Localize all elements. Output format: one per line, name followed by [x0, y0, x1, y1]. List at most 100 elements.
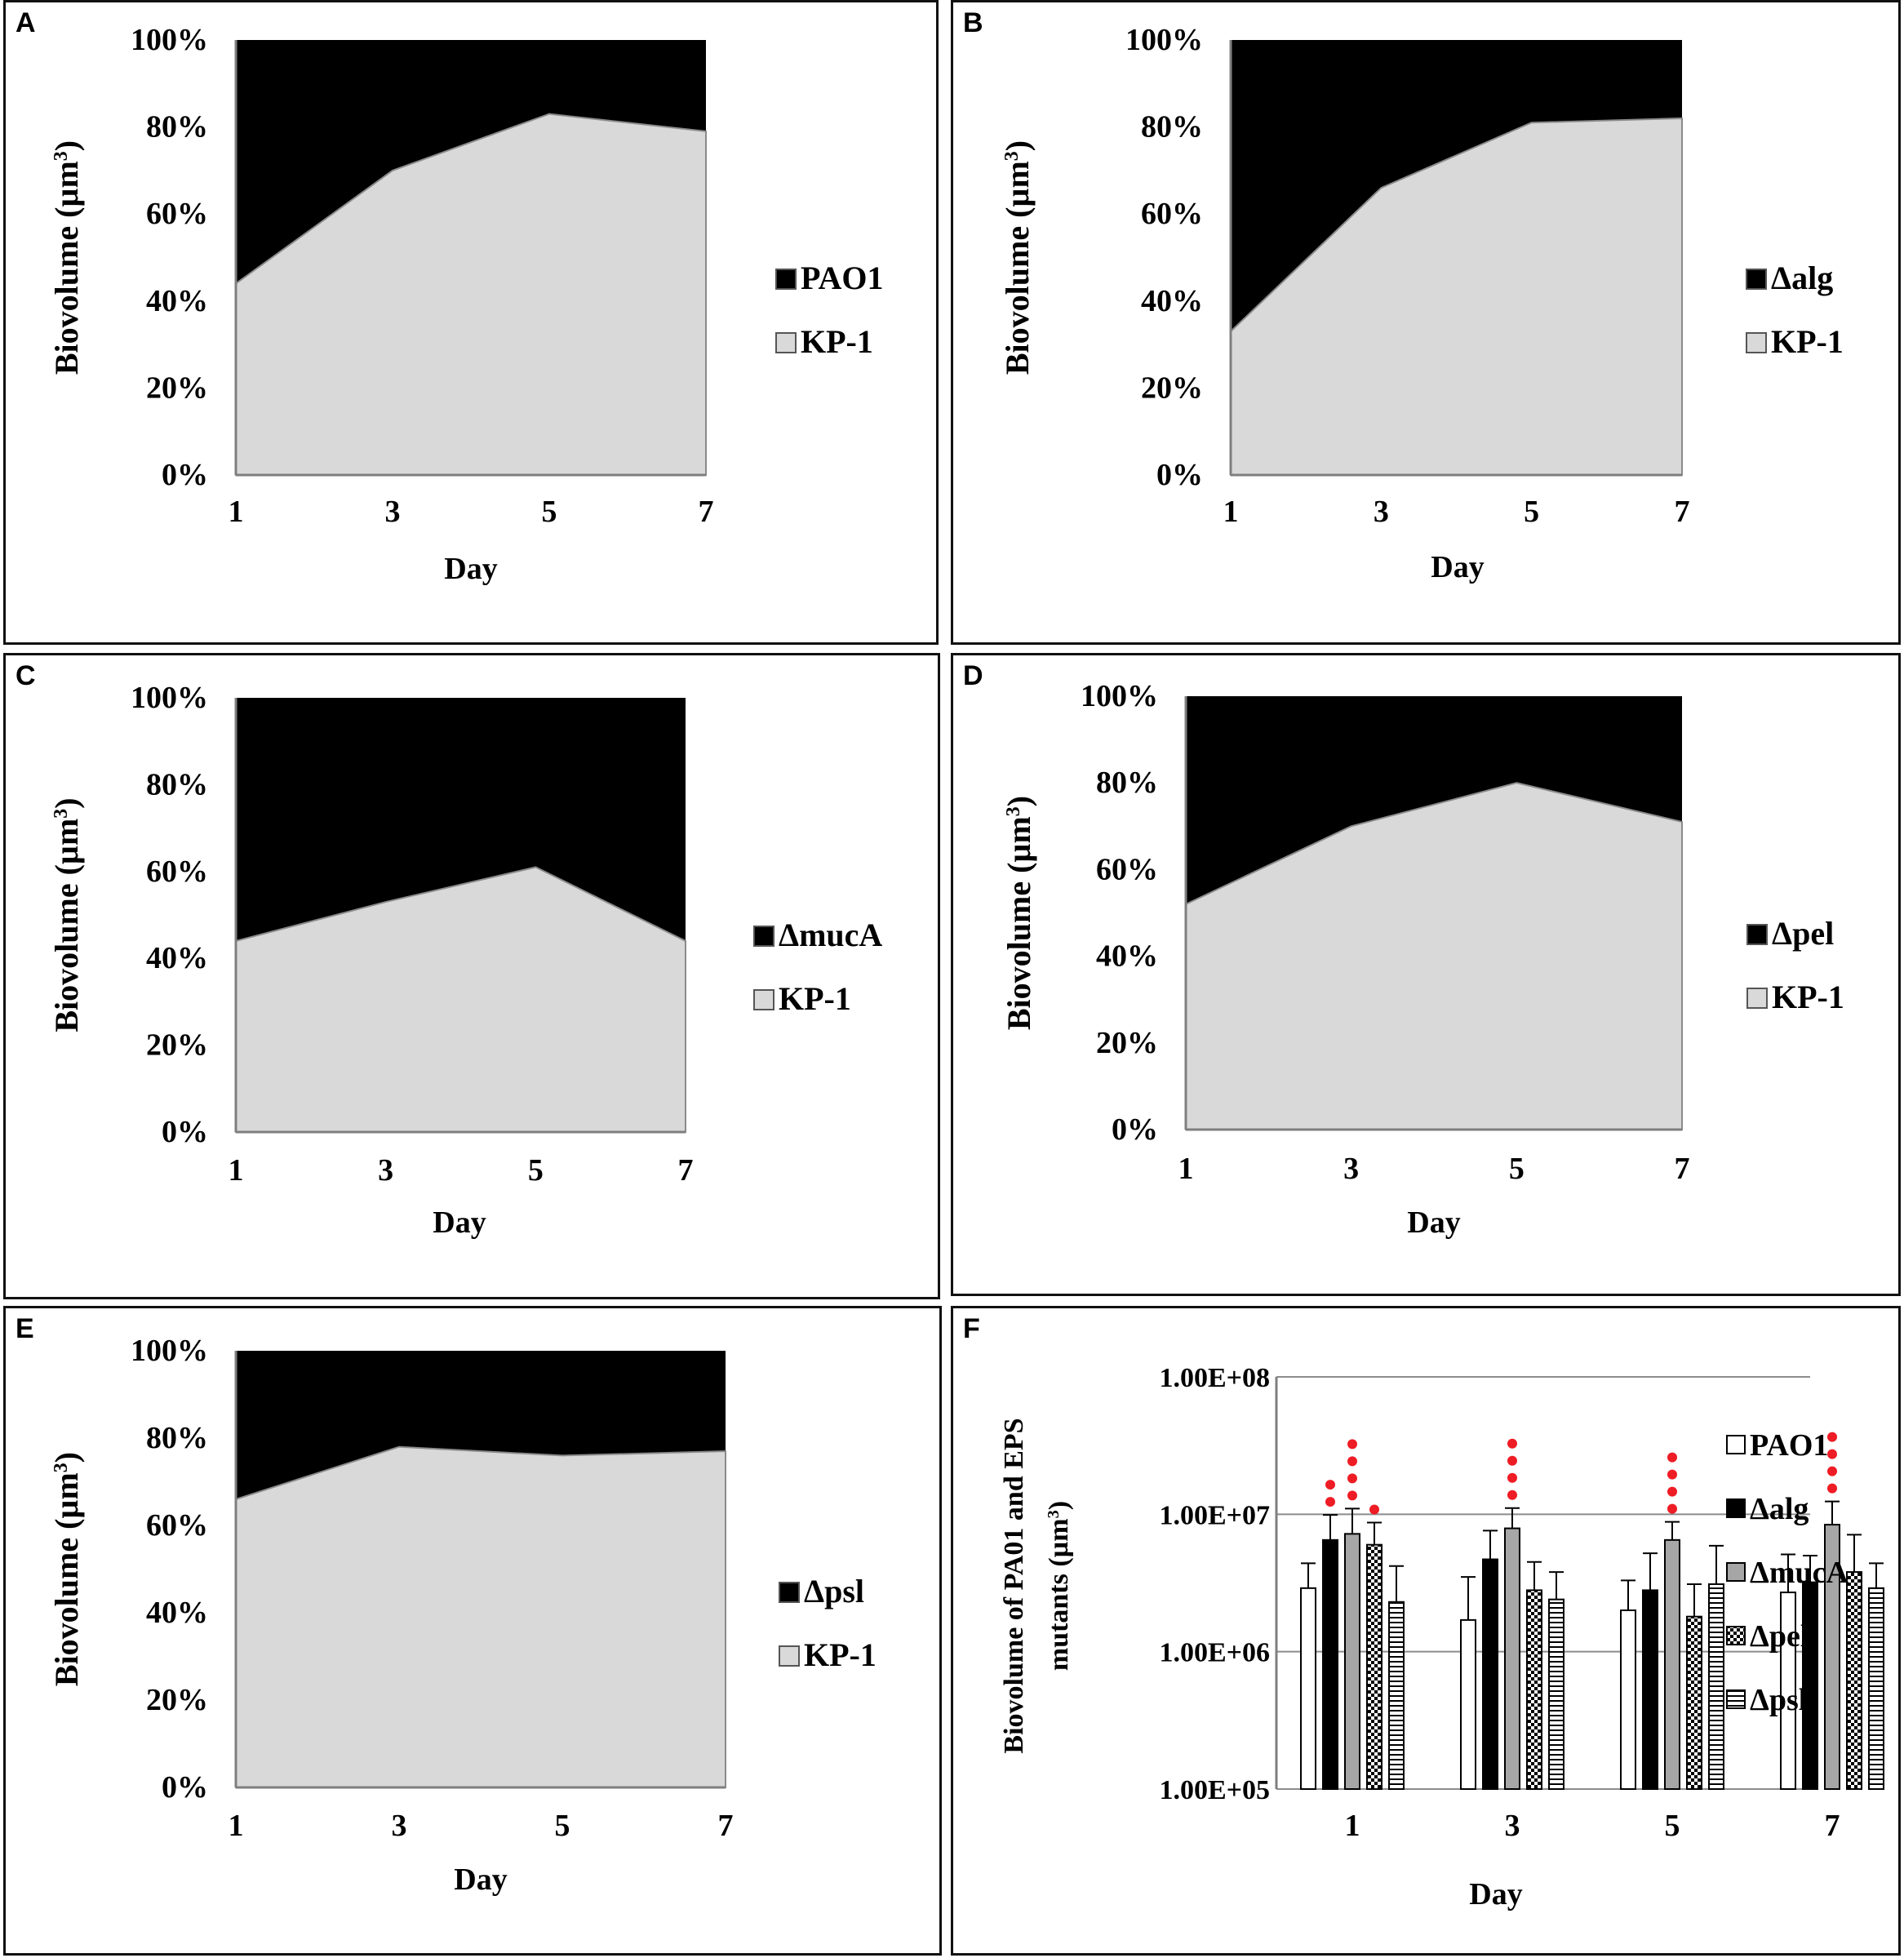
significance-marker	[1369, 1504, 1379, 1515]
chart-b: 0% 20% 40% 60% 80% 100% 1 3 5 7 Day Biovolume (µm3)…	[999, 23, 1844, 584]
legend-swatch-Δpsl	[779, 1582, 800, 1603]
y-tick-label: 80%	[146, 110, 208, 144]
x-axis-label: Day	[1431, 550, 1484, 584]
y-tick-label: 100%	[131, 681, 208, 715]
bar-Δpsl-day1	[1388, 1601, 1405, 1790]
significance-marker	[1325, 1480, 1335, 1490]
y-tick-label: 60%	[1096, 852, 1158, 886]
significance-marker	[1347, 1439, 1357, 1450]
y-tick-label: 60%	[146, 1508, 208, 1543]
y-axis-label: Biovolume (µm3)	[1001, 796, 1037, 1030]
x-tick-label: 3	[1505, 1809, 1520, 1843]
y-tick-label: 80%	[1096, 766, 1158, 800]
legend-label-PAO1: PAO1	[801, 260, 883, 296]
y-tick-label: 0%	[162, 458, 208, 492]
legend-label-KP-1: KP-1	[1771, 323, 1844, 360]
panel-f-letter: F	[963, 1313, 980, 1344]
significance-marker	[1827, 1483, 1837, 1494]
bar-Δpel-day5	[1686, 1615, 1702, 1790]
bar-Δpel-day7	[1846, 1571, 1862, 1790]
y-axis-label: Biovolume (µm3)	[48, 140, 85, 375]
x-tick-label: 7	[718, 1809, 734, 1843]
x-tick-label: 5	[555, 1809, 570, 1843]
legend-swatch-Δpel	[1726, 1626, 1746, 1645]
significance-marker	[1347, 1473, 1357, 1484]
y-tick-label: 0%	[1156, 458, 1203, 492]
x-tick-label: 1	[229, 1153, 244, 1188]
significance-marker	[1507, 1455, 1517, 1466]
chart-a: 0% 20% 40% 60% 80% 100% 1 3 5 7 Day Biovolume (µm3)…	[48, 23, 883, 586]
legend-swatch-ΔmucA	[753, 926, 774, 947]
y-tick-label: 80%	[1141, 110, 1203, 144]
significance-marker	[1827, 1432, 1837, 1442]
x-tick-label: 1	[1345, 1809, 1360, 1843]
x-tick-label: 5	[542, 495, 557, 529]
panel-c: C 0% 20% 40% 60% 80% 100% 1 3 5 7 Day Biovolume (µm…	[3, 653, 940, 1299]
y-tick-label: 60%	[1141, 197, 1203, 231]
x-tick-label: 7	[699, 495, 714, 529]
bar-Δpel-day1	[1366, 1543, 1383, 1790]
bar-PAO1-day1	[1300, 1587, 1316, 1791]
y-tick-label: 0%	[162, 1115, 208, 1149]
legend-swatch-Δalg	[1726, 1498, 1746, 1518]
x-tick-label: 7	[678, 1153, 694, 1188]
panel-a-letter: A	[16, 7, 36, 38]
significance-marker	[1667, 1452, 1677, 1463]
y-axis-label: Biovolume (µm3)	[48, 797, 85, 1032]
significance-marker	[1827, 1466, 1837, 1476]
y-tick-label: 20%	[146, 371, 208, 405]
bar-ΔmucA-day1	[1344, 1533, 1360, 1790]
bar-Δpsl-day3	[1548, 1598, 1564, 1790]
legend-swatch-Δpsl	[1726, 1689, 1746, 1709]
x-axis-label: Day	[454, 1863, 507, 1897]
x-tick-label: 7	[1675, 495, 1690, 529]
x-tick-label: 3	[1374, 495, 1389, 529]
significance-marker	[1667, 1503, 1677, 1514]
bar-PAO1-day3	[1460, 1618, 1476, 1790]
significance-marker	[1347, 1490, 1357, 1501]
legend-label-Δalg: Δalg	[1771, 260, 1833, 296]
y-tick-label: 80%	[146, 767, 208, 801]
legend-label-KP-1: KP-1	[779, 980, 851, 1017]
significance-marker	[1507, 1472, 1517, 1483]
y-tick-label: 20%	[1141, 371, 1203, 405]
legend-swatch-KP-1	[753, 989, 774, 1010]
legend-swatch-PAO1	[1726, 1435, 1746, 1454]
significance-marker	[1507, 1490, 1517, 1500]
y-axis-label-line2: mutants (µm3)	[1044, 1501, 1074, 1671]
y-axis-label: Biovolume (µm3)	[48, 1452, 85, 1686]
y-tick-label: 20%	[146, 1683, 208, 1717]
y-tick-label: 40%	[1141, 284, 1203, 318]
y-tick-label: 40%	[146, 284, 208, 318]
significance-marker	[1507, 1438, 1517, 1449]
x-tick-label: 3	[385, 495, 401, 529]
y-tick-label: 40%	[1096, 939, 1158, 974]
x-axis-label: Day	[1469, 1877, 1522, 1911]
bar-Δalg-day5	[1642, 1589, 1658, 1790]
x-tick-label: 5	[1509, 1152, 1525, 1186]
area-Δalg	[1231, 40, 1682, 332]
significance-marker	[1347, 1456, 1357, 1467]
y-tick-label: 100%	[131, 1334, 208, 1368]
bar-PAO1-day5	[1620, 1609, 1636, 1790]
x-tick-label: 3	[392, 1809, 407, 1843]
legend-label-KP-1: KP-1	[1772, 979, 1844, 1015]
legend-swatch-KP-1	[1746, 988, 1768, 1009]
chart-f: 1.00E+05 1.00E+06 1.00E+07 1.00E+08 1 3 5 7 Day B…	[999, 1363, 1884, 1911]
x-tick-label: 1	[1178, 1152, 1194, 1186]
y-tick-label: 1.00E+06	[1159, 1638, 1270, 1668]
x-tick-label: 5	[1665, 1809, 1680, 1843]
y-tick-label: 60%	[146, 855, 208, 889]
panel-b-letter: B	[963, 7, 983, 38]
area-Δpel	[1186, 696, 1682, 904]
legend-label-PAO1: PAO1	[1750, 1428, 1828, 1463]
legend-label-Δpel: Δpel	[1772, 915, 1834, 952]
legend-label-KP-1: KP-1	[801, 323, 873, 360]
x-tick-label: 1	[1223, 495, 1239, 529]
significance-marker	[1325, 1497, 1335, 1507]
y-tick-label: 100%	[1125, 23, 1203, 57]
bar-Δalg-day3	[1482, 1558, 1498, 1790]
y-axis-label: Biovolume (µm3)	[999, 140, 1036, 375]
legend-label-Δpsl: Δpsl	[1750, 1683, 1807, 1717]
x-tick-label: 7	[1675, 1152, 1690, 1186]
